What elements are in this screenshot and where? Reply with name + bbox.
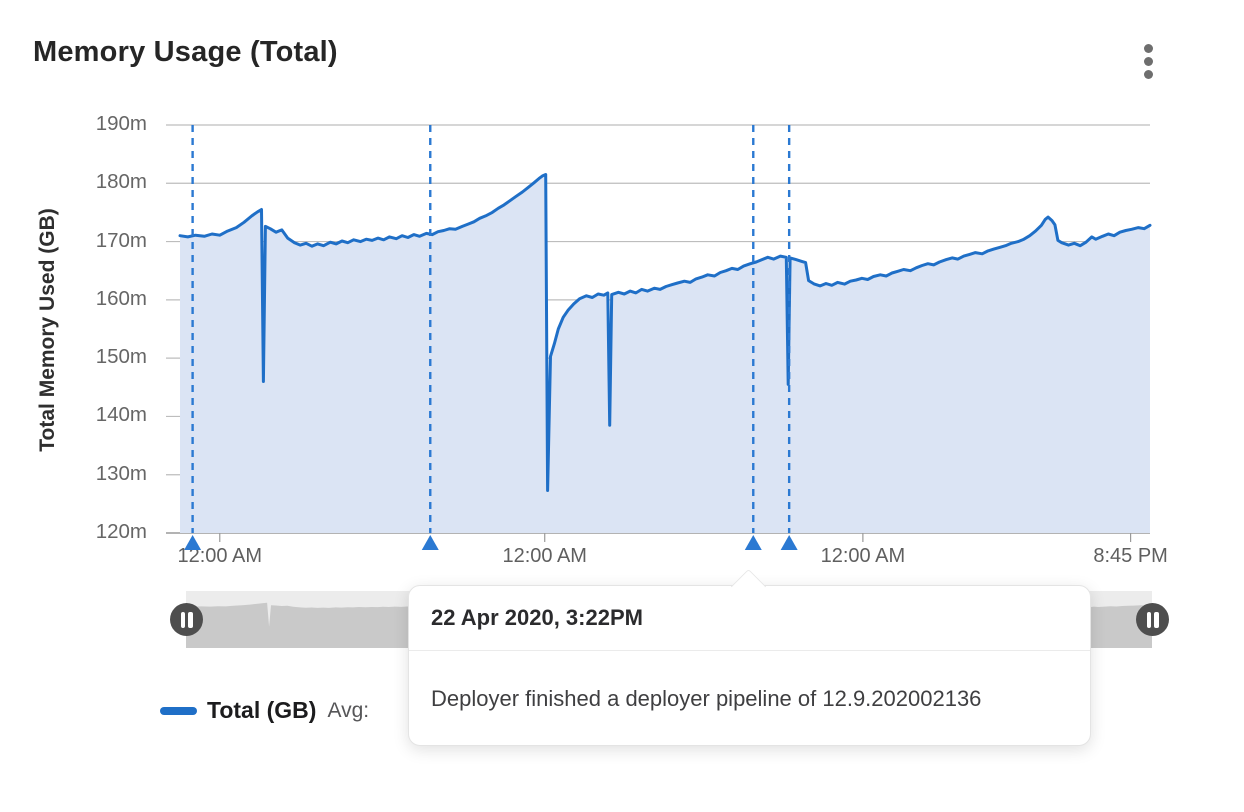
kebab-dot <box>1143 56 1153 66</box>
pause-icon <box>1154 611 1159 628</box>
tooltip-message: Deployer finished a deployer pipeline of… <box>431 685 982 711</box>
annotation-event-marker[interactable] <box>184 535 202 550</box>
memory-usage-plot-area[interactable] <box>150 115 1160 565</box>
kebab-dot <box>1143 69 1153 79</box>
annotation-event-marker[interactable] <box>744 535 762 550</box>
x-axis-tick-label: 12:00 AM <box>177 545 263 567</box>
annotation-event-marker[interactable] <box>421 535 439 550</box>
annotation-event-marker[interactable] <box>780 535 798 550</box>
kebab-menu-button[interactable] <box>1133 38 1163 84</box>
pause-icon <box>180 611 185 628</box>
slider-handle-right[interactable] <box>1136 603 1169 636</box>
y-axis-tick-label: 150m <box>95 345 147 369</box>
slider-handle-left[interactable] <box>170 603 203 636</box>
memory-total-line <box>178 173 1152 492</box>
x-axis-tick-label: 12:00 AM <box>820 545 906 567</box>
y-axis-tick-label: 170m <box>95 228 147 252</box>
x-axis-tick-label: 8:45 PM <box>1093 545 1168 567</box>
y-axis-tick-label: 190m <box>95 112 147 135</box>
y-axis-tick-label: 160m <box>95 286 147 310</box>
legend-item-total[interactable]: Total (GB) Avg: <box>160 697 369 724</box>
legend-avg-label: Avg: <box>327 698 370 722</box>
pause-icon <box>188 611 193 628</box>
y-axis-tick-label: 120m <box>95 520 147 543</box>
x-axis-tick-label: 12:00 AM <box>502 545 587 567</box>
y-axis-tick-label: 180m <box>95 170 147 194</box>
pause-icon <box>1146 611 1151 628</box>
legend-series-label: Total (GB) <box>207 697 317 723</box>
annotation-tooltip: 22 Apr 2020, 3:22PM Deployer finished a … <box>408 568 1091 746</box>
memory-area-fill <box>180 174 1150 533</box>
tooltip-title: 22 Apr 2020, 3:22PM <box>409 586 1090 651</box>
legend-swatch-icon <box>160 706 197 715</box>
y-axis-tick-label: 130m <box>95 461 147 485</box>
kebab-dot <box>1143 43 1153 53</box>
page-title: Memory Usage (Total) <box>33 36 338 68</box>
y-axis-tick-label: 140m <box>95 403 147 427</box>
